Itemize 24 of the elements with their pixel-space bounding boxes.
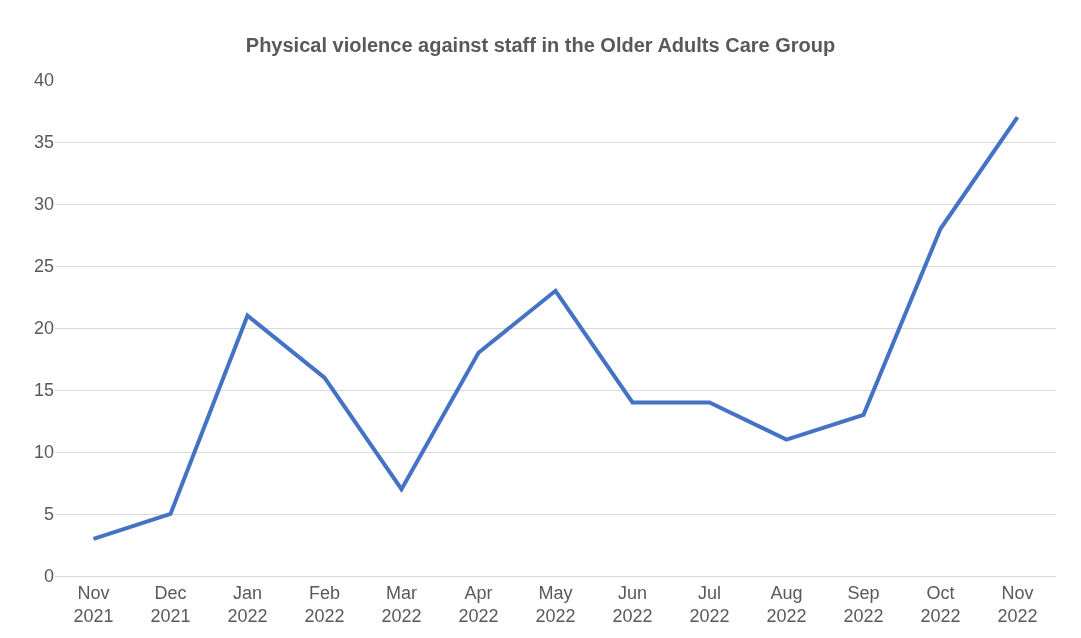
y-tick-label: 40	[33, 70, 54, 91]
x-tick-label: Mar 2022	[381, 582, 422, 626]
x-tick-label: Nov 2022	[997, 582, 1038, 626]
x-tick-label: Jan 2022	[227, 582, 268, 626]
y-tick-label: 10	[33, 442, 54, 463]
x-tick-label: Apr 2022	[458, 582, 499, 626]
y-tick-label: 20	[33, 318, 54, 339]
line-series	[91, 115, 1020, 541]
chart-title: Physical violence against staff in the Older Adults Care Group	[245, 34, 836, 57]
y-tick-label: 25	[33, 256, 54, 277]
y-tick-label: 35	[33, 132, 54, 153]
x-tick-label: Oct 2022	[920, 582, 961, 626]
x-tick-label: Sep 2022	[843, 582, 884, 626]
y-tick-label: 15	[33, 380, 54, 401]
x-tick-label: Nov 2021	[73, 582, 114, 626]
y-tick-label: 30	[33, 194, 54, 215]
x-tick-label: Jun 2022	[612, 582, 653, 626]
x-tick-label: Dec 2021	[150, 582, 191, 626]
x-tick-label: Aug 2022	[766, 582, 807, 626]
x-tick-label: Jul 2022	[689, 582, 730, 626]
x-tick-label: May 2022	[535, 582, 576, 626]
y-tick-label: 0	[43, 566, 54, 587]
x-tick-label: Feb 2022	[304, 582, 345, 626]
y-tick-label: 5	[43, 504, 54, 525]
